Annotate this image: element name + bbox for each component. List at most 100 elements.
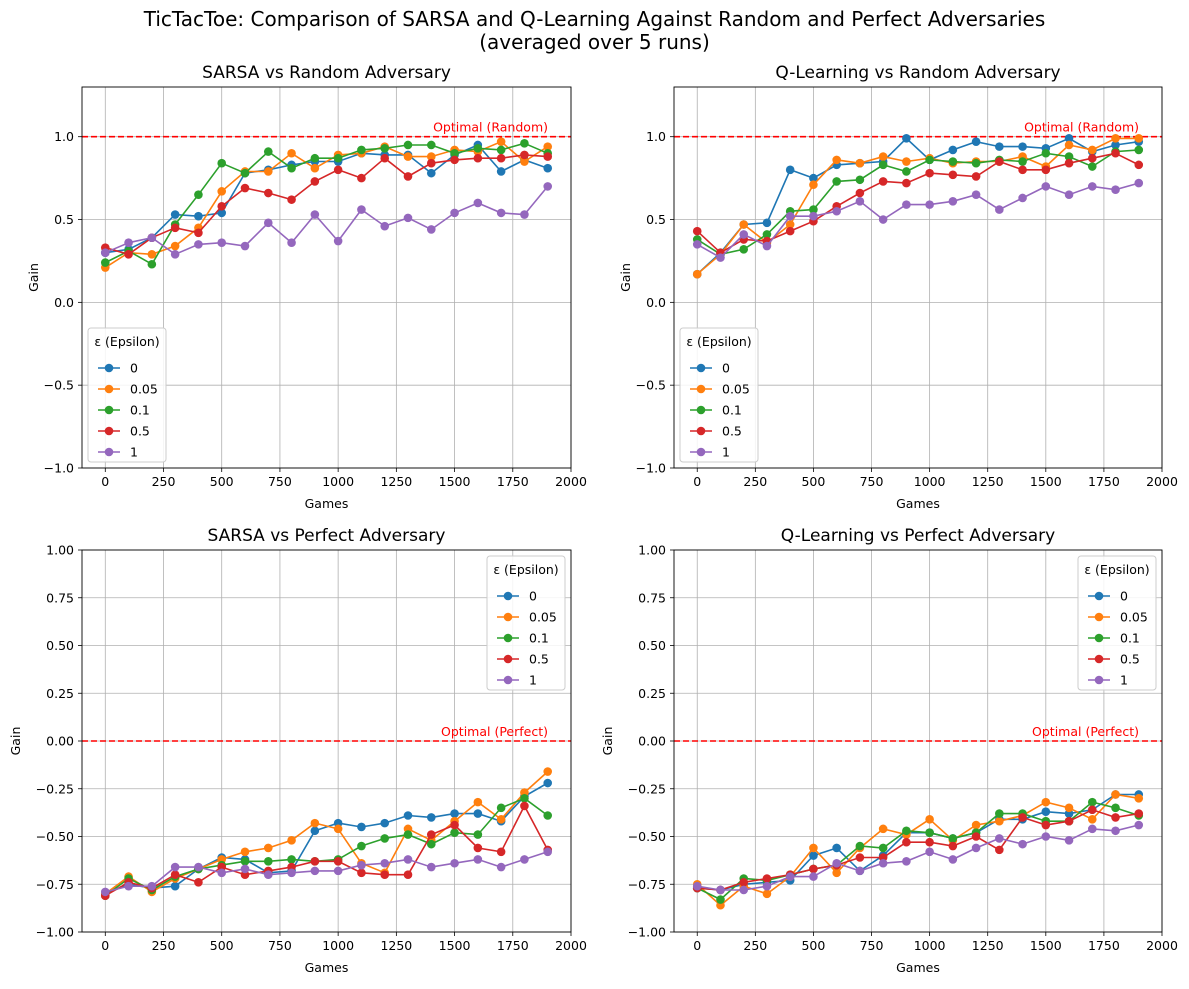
data-point (948, 145, 958, 155)
data-point (762, 874, 772, 883)
legend: ε (Epsilon) 0 0.05 0.1 0.5 1 (679, 327, 759, 463)
data-point (287, 836, 296, 845)
data-point (1064, 836, 1074, 845)
legend: ε (Epsilon) 0 0.05 0.1 0.5 1 (1077, 555, 1157, 691)
data-point (263, 870, 273, 879)
data-point (240, 241, 250, 251)
data-point (263, 147, 273, 156)
optimal-line-label: Optimal (Perfect) (1032, 724, 1139, 739)
data-point (147, 233, 157, 243)
data-point (240, 183, 250, 193)
x-tick-label: 0 (101, 938, 109, 953)
y-axis-label: Gain (618, 263, 633, 292)
data-point (310, 857, 320, 866)
data-point (1018, 813, 1027, 822)
data-point (785, 226, 795, 236)
figure-title-line-2: (averaged over 5 runs) (479, 30, 710, 54)
x-tick-label: 1250 (380, 938, 412, 953)
x-tick-label: 1500 (439, 474, 471, 489)
data-point (948, 855, 958, 864)
data-point (333, 153, 343, 163)
legend-title: ε (Epsilon) (1084, 562, 1149, 577)
data-point (762, 241, 772, 251)
data-point (310, 818, 320, 828)
data-point (333, 824, 343, 834)
x-tick-label: 2000 (1146, 474, 1178, 489)
data-point (263, 218, 273, 228)
data-point (287, 855, 296, 864)
data-point (971, 172, 981, 181)
y-tick-label: 0.00 (46, 734, 74, 749)
data-point (426, 839, 436, 849)
plot-frame (673, 549, 1163, 933)
data-point (170, 250, 180, 259)
x-tick-label: 1750 (1088, 938, 1120, 953)
data-point (785, 220, 795, 229)
legend-entry-label: 0.5 (1120, 652, 1140, 667)
legend-entry-label: 0.05 (722, 382, 750, 397)
chart-panel-4: 0 250 500 750 1000 1250 1500 1750 2000 −1.00 −0.75… (600, 526, 1178, 975)
y-tick-label: 1.0 (646, 129, 666, 144)
x-axis-label: Games (305, 960, 349, 975)
data-point (426, 158, 436, 168)
data-point (739, 220, 749, 229)
legend-swatch-marker (696, 405, 706, 415)
legend-entry-label: 1 (130, 445, 138, 460)
legend-swatch-marker (503, 654, 513, 664)
legend-entry-label: 0.5 (722, 424, 742, 439)
data-point (100, 248, 110, 257)
data-point (543, 767, 553, 776)
data-point (380, 153, 390, 163)
data-point (948, 157, 958, 166)
data-point (971, 137, 981, 146)
data-point (426, 225, 436, 234)
data-point (380, 870, 390, 879)
x-tick-label: 0 (101, 474, 109, 489)
data-point (1111, 185, 1120, 195)
x-tick-label: 250 (743, 938, 767, 953)
data-point (357, 822, 366, 832)
legend-entry-label: 1 (722, 445, 730, 460)
x-tick-label: 500 (210, 938, 234, 953)
optimal-line-label: Optimal (Random) (433, 120, 548, 135)
chart-panel-3: 0 250 500 750 1000 1250 1500 1750 2000 −1.00 −0.75… (8, 526, 587, 975)
plot-frame (81, 549, 572, 933)
data-point (170, 870, 180, 879)
data-point (809, 851, 818, 860)
data-point (902, 857, 911, 866)
data-point (170, 881, 180, 891)
data-point (473, 855, 483, 864)
data-point (925, 200, 934, 209)
data-point (310, 153, 320, 163)
x-axis-label: Games (896, 496, 940, 511)
data-point (240, 168, 250, 178)
legend-swatch-marker (1094, 654, 1104, 664)
series-1 (100, 182, 553, 259)
x-tick-label: 1250 (972, 474, 1004, 489)
data-point (520, 150, 529, 160)
data-point (543, 778, 553, 788)
data-point (543, 163, 553, 173)
data-point (855, 866, 865, 876)
legend-swatch-marker (503, 612, 513, 622)
data-point (1134, 134, 1144, 143)
x-tick-label: 2000 (555, 938, 587, 953)
data-point (692, 881, 702, 891)
legend: ε (Epsilon) 0 0.05 0.1 0.5 1 (87, 327, 167, 463)
x-tick-label: 1750 (1088, 474, 1120, 489)
data-point (785, 872, 795, 881)
data-point (217, 158, 227, 168)
data-point (878, 824, 888, 834)
data-point (692, 226, 702, 236)
data-point (357, 145, 366, 155)
data-point (1064, 816, 1074, 826)
data-point (785, 211, 795, 221)
legend-swatch-marker (696, 363, 706, 373)
x-tick-label: 0 (693, 938, 701, 953)
data-point (450, 809, 459, 818)
data-point (1087, 153, 1097, 163)
data-point (450, 155, 459, 165)
data-point (380, 858, 390, 868)
legend-entry-label: 1 (529, 673, 537, 688)
data-point (878, 858, 888, 868)
